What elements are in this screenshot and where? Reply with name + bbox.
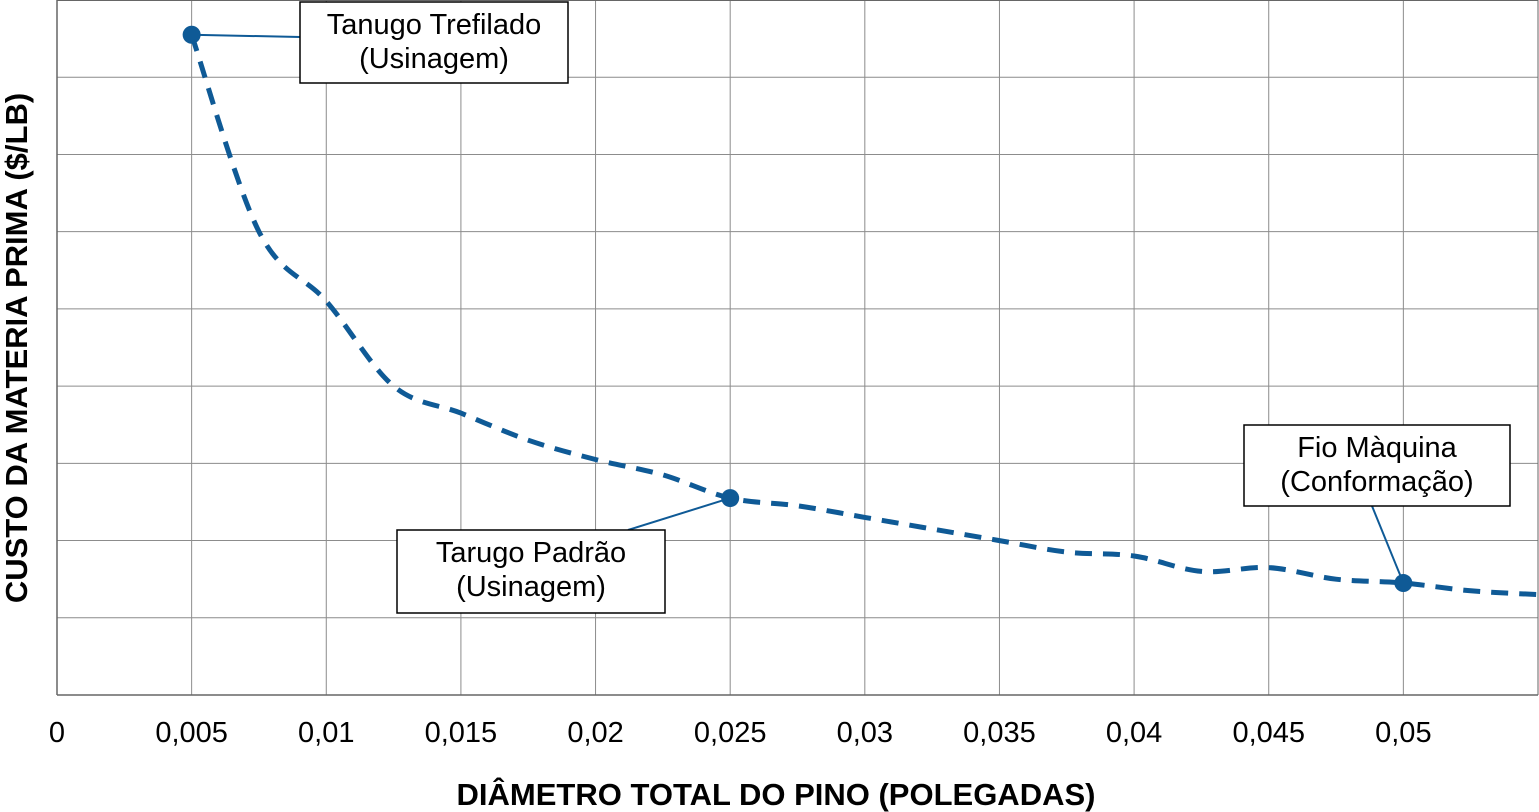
series-line — [189, 33, 1539, 598]
x-tick-label: 0,02 — [567, 717, 623, 749]
data-point — [721, 489, 740, 508]
callout-box — [396, 529, 666, 614]
x-tick-label: 0,005 — [155, 717, 228, 749]
callout-label-line1: Tarugo Padrão — [436, 537, 626, 569]
x-tick-label: 0,04 — [1106, 717, 1162, 749]
callout-label-line1: Fio Màquina — [1297, 432, 1457, 464]
data-point — [1394, 574, 1413, 593]
callout-label-line1: Tanugo Trefilado — [327, 9, 541, 41]
callout-box — [1243, 424, 1511, 507]
callout-leader — [627, 497, 731, 531]
callout-label-line2: (Usinagem) — [359, 43, 509, 75]
x-tick-label: 0,025 — [694, 717, 767, 749]
x-tick-label: 0 — [49, 717, 65, 749]
x-tick-label: 0,01 — [298, 717, 354, 749]
callout-leader — [191, 33, 301, 38]
callout-box — [299, 1, 569, 84]
callout-label-line2: (Conformação) — [1280, 466, 1473, 498]
data-point — [182, 25, 201, 44]
data-points — [182, 25, 1413, 593]
y-axis-title: CUSTO DA MATERIA PRIMA ($/LB) — [0, 93, 34, 603]
x-tick-label: 0,035 — [963, 717, 1036, 749]
axes — [56, 0, 1539, 696]
x-axis-title: DIÂMETRO TOTAL DO PINO (POLEGADAS) — [457, 776, 1096, 812]
callout-label-line2: (Usinagem) — [456, 571, 606, 603]
callouts: Tanugo Trefilado(Usinagem)Tarugo Padrão(… — [191, 1, 1511, 614]
x-tick-labels: 0 0,005 0,01 0,015 0,02 0,025 0,03 0,035 0,04 0,0… — [49, 717, 1432, 749]
x-tick-label: 0,045 — [1232, 717, 1305, 749]
x-tick-label: 0,015 — [425, 717, 498, 749]
callout-leader — [1371, 505, 1405, 584]
x-tick-label: 0,05 — [1375, 717, 1431, 749]
plot-area — [57, 0, 1538, 695]
x-tick-label: 0,03 — [837, 717, 893, 749]
